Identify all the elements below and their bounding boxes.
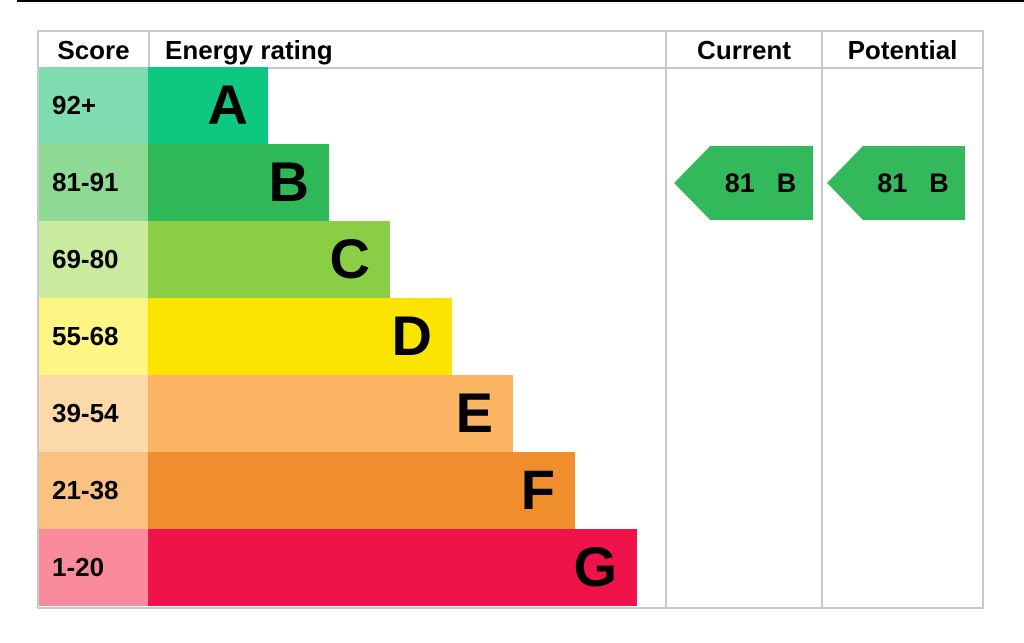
score-range-cell: 92+ bbox=[39, 67, 148, 144]
band-bar-f: F bbox=[148, 452, 575, 529]
potential-rating-arrow: 81 B bbox=[827, 146, 965, 220]
column-header-potential: Potential bbox=[847, 35, 958, 65]
potential-rating-score: 81 bbox=[877, 167, 908, 198]
score-range-cell: 55-68 bbox=[39, 298, 148, 375]
epc-chart-inner: Score Energy rating Current Potential 92… bbox=[39, 32, 982, 607]
band-row-b: 81-91 B bbox=[39, 144, 665, 221]
current-column-divider bbox=[665, 32, 667, 607]
screenshot-top-edge-line bbox=[17, 0, 1024, 2]
current-rating-score: 81 bbox=[724, 167, 755, 198]
score-range-cell: 1-20 bbox=[39, 529, 148, 606]
score-column-divider bbox=[148, 32, 150, 67]
score-range-cell: 81-91 bbox=[39, 144, 148, 221]
band-bar-b: B bbox=[148, 144, 329, 221]
header-divider-line bbox=[39, 67, 982, 69]
band-bar-g: G bbox=[148, 529, 637, 606]
score-range-cell: 21-38 bbox=[39, 452, 148, 529]
epc-rating-chart: Score Energy rating Current Potential 92… bbox=[37, 30, 984, 609]
band-row-g: 1-20 G bbox=[39, 529, 665, 606]
band-bar-d: D bbox=[148, 298, 452, 375]
potential-column-divider bbox=[821, 32, 823, 607]
band-bar-e: E bbox=[148, 375, 513, 452]
band-bar-c: C bbox=[148, 221, 390, 298]
band-row-a: 92+ A bbox=[39, 67, 665, 144]
potential-rating-band: B bbox=[929, 167, 949, 198]
band-row-e: 39-54 E bbox=[39, 375, 665, 452]
column-header-energy-rating: Energy rating bbox=[165, 35, 333, 65]
band-row-c: 69-80 C bbox=[39, 221, 665, 298]
band-row-f: 21-38 F bbox=[39, 452, 665, 529]
band-bar-a: A bbox=[148, 67, 268, 144]
current-rating-band: B bbox=[776, 167, 797, 198]
score-range-cell: 39-54 bbox=[39, 375, 148, 452]
current-rating-arrow: 81 B bbox=[674, 146, 813, 220]
band-row-d: 55-68 D bbox=[39, 298, 665, 375]
score-range-cell: 69-80 bbox=[39, 221, 148, 298]
column-header-current: Current bbox=[697, 35, 791, 65]
column-header-score: Score bbox=[57, 35, 130, 65]
